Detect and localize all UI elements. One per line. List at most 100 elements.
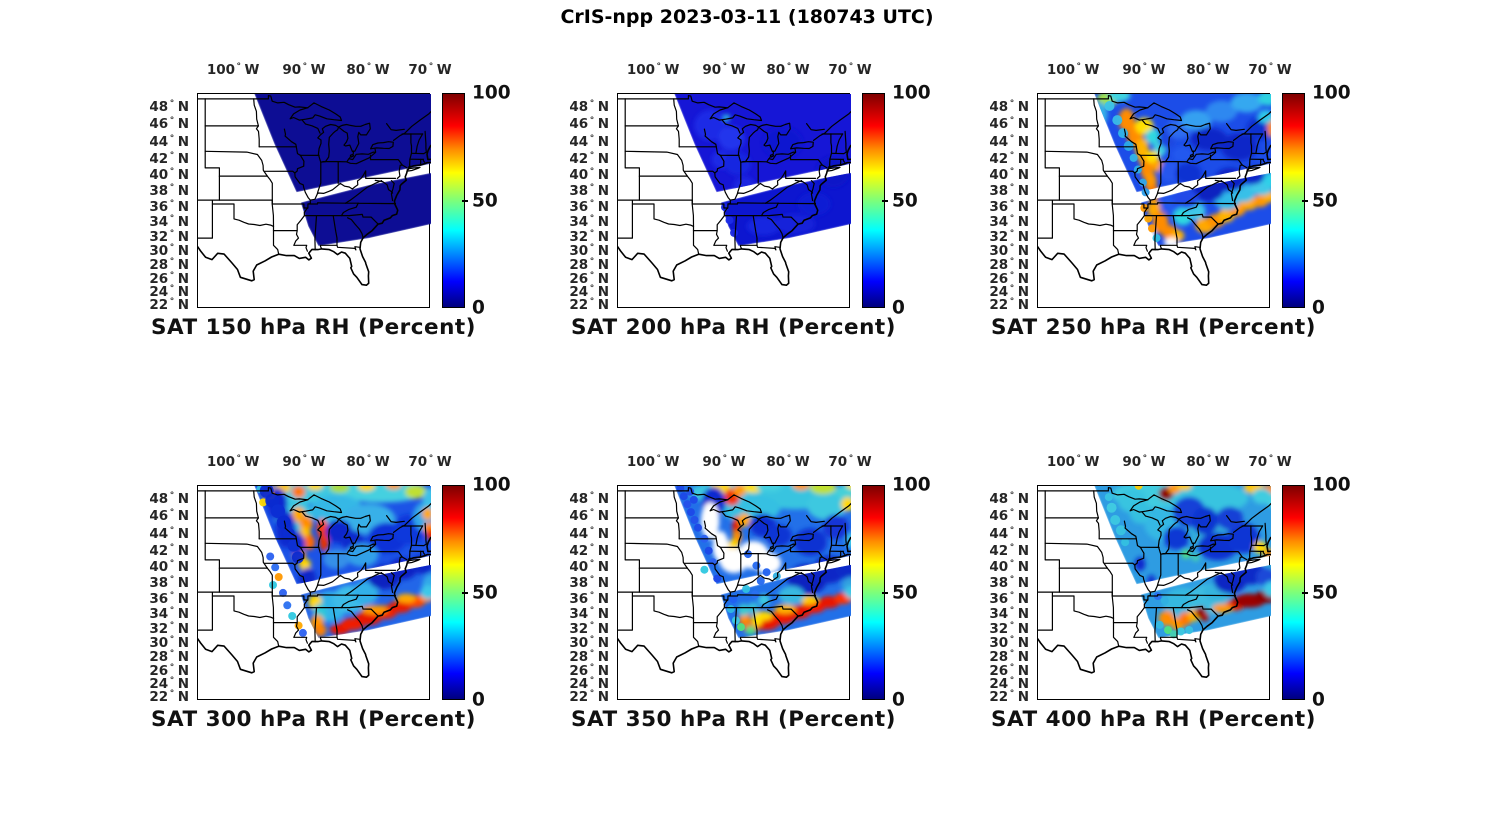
lat-tick-label: 38 ° N (569, 183, 609, 200)
map-plot-area (617, 93, 851, 308)
lat-tick-label: 24 ° N (569, 284, 609, 301)
lat-tick-label: 46 ° N (989, 116, 1029, 133)
lat-tick-label: 24 ° N (569, 676, 609, 693)
colorbar-tick-label: 50 (1312, 582, 1338, 603)
lat-tick-label: 48 ° N (989, 490, 1029, 507)
lat-tick-label: 48 ° N (989, 98, 1029, 115)
lat-tick-label: 46 ° N (149, 116, 189, 133)
colorbar-tick-label: 0 (1312, 689, 1325, 711)
lat-tick-label: 42 ° N (149, 542, 189, 559)
colorbar-tick-label: 50 (1312, 190, 1338, 211)
lat-tick-label: 22 ° N (989, 688, 1029, 705)
colorbar-mid-tick (1302, 591, 1308, 594)
panel-sat-200-hpa: SAT 200 hPa RH (Percent) 100 ° W 90 ° W 80 ° W 70… (569, 62, 930, 340)
lon-tick-label: 100 ° W (206, 454, 260, 470)
lat-tick-label: 38 ° N (149, 575, 189, 592)
lat-tick-label: 32 ° N (149, 229, 189, 246)
panel-title: SAT 250 hPa RH (Percent) (991, 315, 1316, 340)
lon-tick-label: 70 ° W (828, 62, 872, 78)
lat-tick-label: 30 ° N (569, 243, 609, 260)
state-boundaries (618, 95, 851, 286)
lat-tick-label: 28 ° N (149, 649, 189, 666)
lat-tick-label: 34 ° N (569, 606, 609, 623)
map-plot-svg (1038, 486, 1271, 678)
lat-tick-label: 42 ° N (569, 150, 609, 167)
lat-tick-label: 24 ° N (149, 284, 189, 301)
colorbar (862, 485, 888, 700)
colorbar-tick-label: 0 (472, 689, 485, 711)
lat-tick-label: 46 ° N (989, 508, 1029, 525)
lat-tick-label: 40 ° N (989, 167, 1029, 184)
panel-title: SAT 300 hPa RH (Percent) (151, 707, 476, 732)
lat-tick-label: 46 ° N (149, 508, 189, 525)
lon-tick-label: 90 ° W (1122, 62, 1166, 78)
panel-title: SAT 200 hPa RH (Percent) (571, 315, 896, 340)
lat-tick-label: 34 ° N (149, 606, 189, 623)
lat-tick-label: 48 ° N (569, 490, 609, 507)
colorbar-tick-label: 50 (472, 190, 498, 211)
colorbar-tick-label: 100 (472, 82, 511, 104)
lon-tick-label: 100 ° W (206, 62, 260, 78)
figure-title: CrIS-npp 2023-03-11 (180743 UTC) (560, 6, 934, 28)
lat-tick-label: 26 ° N (149, 270, 189, 287)
lon-tick-label: 80 ° W (766, 62, 810, 78)
map-plot-area (197, 93, 431, 308)
lon-tick-label: 80 ° W (766, 454, 810, 470)
map-plot-area (617, 485, 851, 700)
colorbar-tick-label: 100 (1312, 82, 1351, 104)
lat-tick-label: 36 ° N (569, 198, 609, 215)
lat-tick-label: 42 ° N (989, 150, 1029, 167)
lat-tick-label: 22 ° N (569, 688, 609, 705)
lon-tick-label: 70 ° W (1248, 454, 1292, 470)
panel-title: SAT 400 hPa RH (Percent) (991, 707, 1316, 732)
map-plot-area (1037, 485, 1271, 700)
lat-tick-label: 28 ° N (569, 649, 609, 666)
lat-tick-label: 34 ° N (149, 214, 189, 231)
map-plot-svg (198, 94, 431, 286)
lat-tick-label: 26 ° N (569, 662, 609, 679)
panel-sat-400-hpa: SAT 400 hPa RH (Percent) 100 ° W 90 ° W 80 ° W 70… (989, 454, 1350, 732)
lat-tick-label: 48 ° N (149, 98, 189, 115)
colorbar-tick-label: 50 (892, 190, 918, 211)
lat-tick-label: 44 ° N (569, 525, 609, 542)
lat-tick-label: 26 ° N (989, 662, 1029, 679)
lat-tick-label: 34 ° N (569, 214, 609, 231)
map-plot-svg (618, 94, 851, 286)
map-plot-area (1037, 93, 1271, 308)
lon-tick-label: 100 ° W (1046, 454, 1100, 470)
colorbar-tick-label: 50 (472, 582, 498, 603)
lon-tick-label: 70 ° W (828, 454, 872, 470)
lon-tick-label: 90 ° W (702, 62, 746, 78)
rh-data-swath (1093, 486, 1271, 638)
lat-tick-label: 28 ° N (149, 257, 189, 274)
colorbar (442, 93, 468, 308)
lat-tick-label: 38 ° N (989, 183, 1029, 200)
lon-tick-label: 100 ° W (626, 62, 680, 78)
state-boundaries (1038, 95, 1271, 286)
lat-tick-label: 30 ° N (989, 635, 1029, 652)
lon-tick-label: 100 ° W (1046, 62, 1100, 78)
lat-tick-label: 28 ° N (989, 257, 1029, 274)
panel-title: SAT 150 hPa RH (Percent) (151, 315, 476, 340)
lat-tick-label: 44 ° N (149, 133, 189, 150)
lon-tick-label: 90 ° W (282, 62, 326, 78)
colorbar (862, 93, 888, 308)
lon-tick-label: 80 ° W (346, 454, 390, 470)
lat-tick-label: 36 ° N (989, 198, 1029, 215)
panel-sat-250-hpa: SAT 250 hPa RH (Percent) 100 ° W 90 ° W 80 ° W 70… (989, 62, 1350, 340)
colorbar-tick-label: 100 (472, 474, 511, 496)
lat-tick-label: 22 ° N (149, 296, 189, 313)
panel-sat-300-hpa: SAT 300 hPa RH (Percent) 100 ° W 90 ° W 80 ° W 70… (149, 454, 510, 732)
rh-data-swath (253, 94, 431, 246)
state-boundaries (618, 487, 851, 678)
colorbar (1282, 93, 1308, 308)
lat-tick-label: 44 ° N (989, 525, 1029, 542)
lat-tick-label: 36 ° N (149, 590, 189, 607)
lat-tick-label: 40 ° N (149, 167, 189, 184)
lon-tick-label: 70 ° W (408, 454, 452, 470)
lat-tick-label: 44 ° N (989, 133, 1029, 150)
lat-tick-label: 42 ° N (569, 542, 609, 559)
colorbar-tick-label: 0 (892, 297, 905, 319)
map-plot-svg (1038, 94, 1271, 286)
